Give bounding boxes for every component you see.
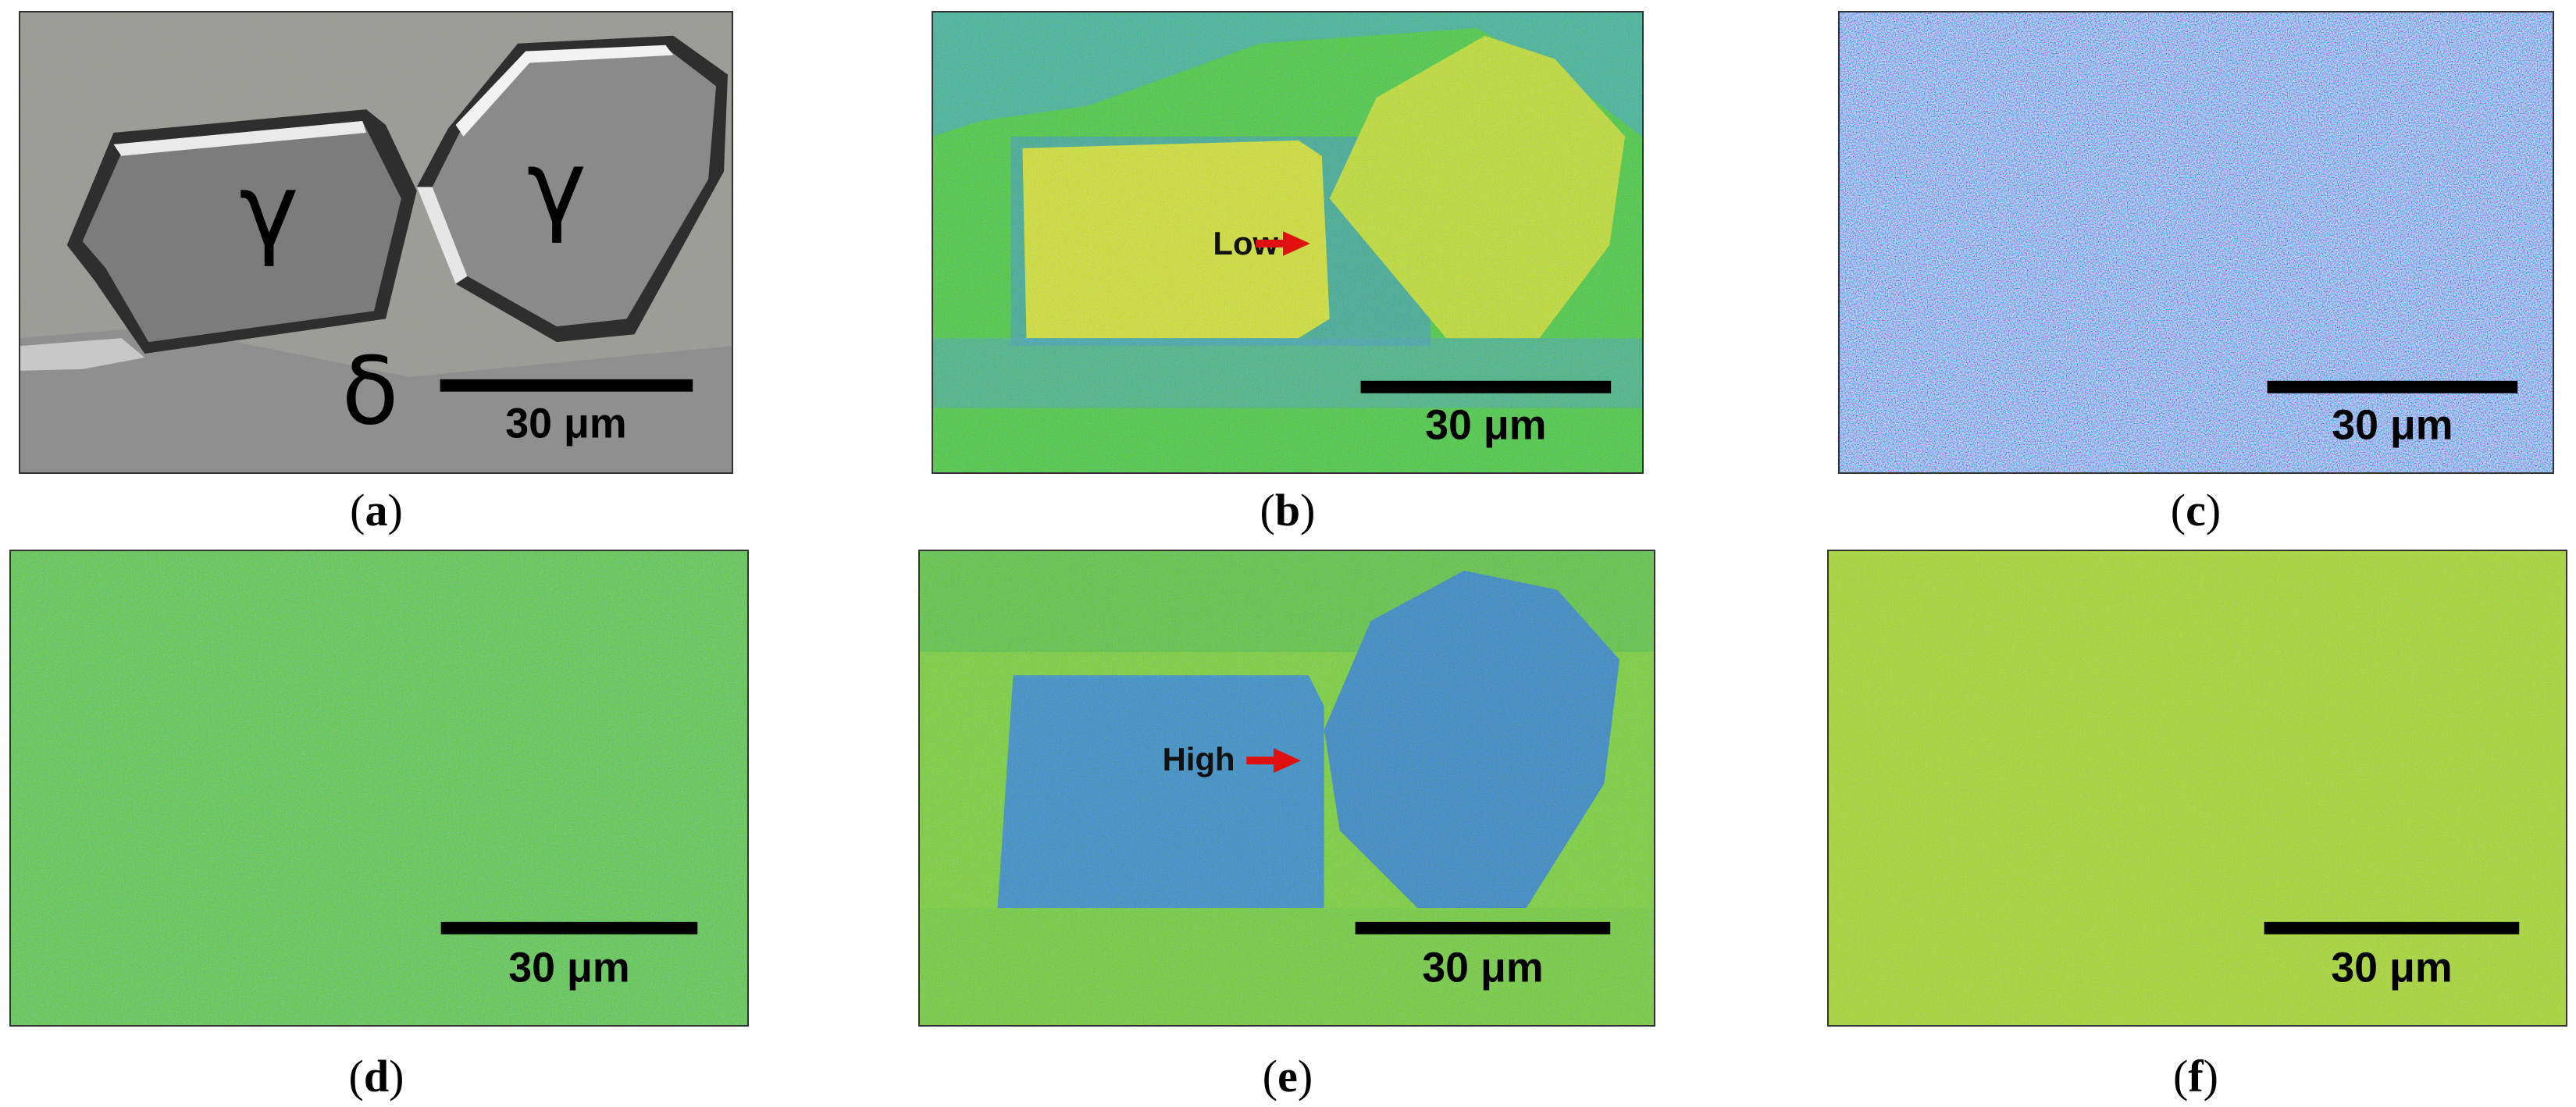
- annotation-high: High: [1163, 741, 1235, 778]
- scale-bar-label: 30 μm: [1425, 401, 1546, 448]
- scale-bar: [2264, 921, 2520, 934]
- scale-bar-label: 30 μm: [505, 400, 626, 447]
- panel-label-f: (f): [2173, 1051, 2218, 1102]
- scale-bar-label: 30 μm: [508, 944, 629, 991]
- scale-bar-label: 30 μm: [2332, 401, 2453, 448]
- panel-label-c: (c): [2170, 485, 2221, 536]
- panel-label-d: (d): [348, 1051, 404, 1102]
- scale-bar: [440, 921, 698, 934]
- scale-bar: [440, 379, 693, 392]
- phase-label-delta: δ: [341, 338, 398, 447]
- panel-label-e: (e): [1262, 1051, 1313, 1102]
- panel-a-sem-image: γ γ δ 30 μm: [19, 11, 733, 474]
- red-arrow-icon: [1283, 231, 1310, 256]
- panel-e-element-map: High 30 μm: [918, 550, 1655, 1027]
- panel-d-element-map: 30 μm: [9, 550, 749, 1027]
- panel-f-element-map: 30 μm: [1827, 550, 2567, 1027]
- phase-label-gamma-left: γ: [239, 152, 299, 269]
- scale-bar-label: 30 μm: [1422, 944, 1543, 991]
- scale-bar: [1360, 380, 1612, 393]
- scale-bar: [1355, 921, 1611, 934]
- scale-bar-label: 30 μm: [2331, 944, 2452, 991]
- panel-label-b: (b): [1259, 485, 1316, 536]
- scale-bar: [2267, 380, 2518, 393]
- phase-label-gamma-right: γ: [527, 129, 587, 246]
- red-arrow-icon: [1274, 748, 1301, 774]
- panel-b-element-map: Low 30 μm: [932, 11, 1644, 474]
- panel-label-a: (a): [350, 485, 403, 536]
- panel-c-element-map: 30 μm: [1838, 11, 2554, 474]
